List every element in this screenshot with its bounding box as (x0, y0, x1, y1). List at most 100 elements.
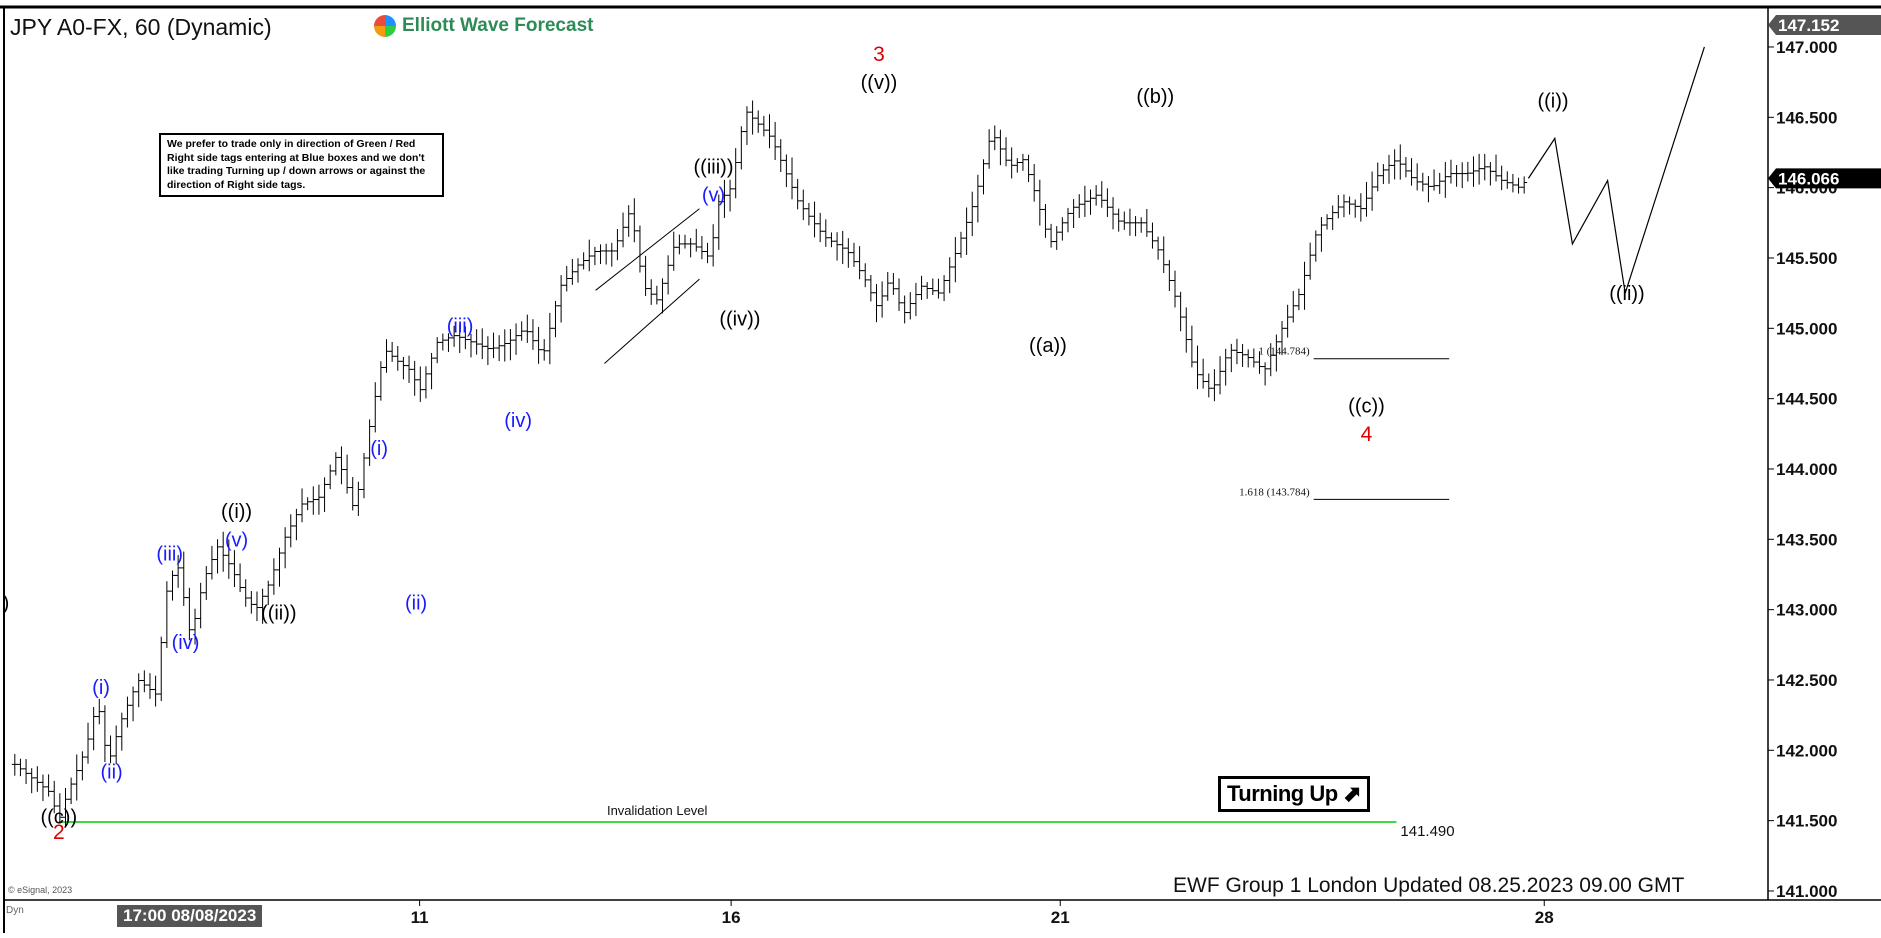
price-bar (73, 754, 80, 801)
price-bar (1064, 207, 1071, 233)
price-bar (118, 712, 125, 751)
price-bar (1188, 325, 1195, 368)
price-bar (287, 514, 294, 548)
price-bar (501, 329, 508, 362)
price-bar (321, 477, 328, 512)
price-bar (1222, 348, 1229, 386)
price-bar (394, 346, 401, 371)
price-bar (1318, 217, 1325, 252)
price-bar (231, 550, 238, 587)
price-bar (974, 174, 981, 223)
price-bar (467, 333, 474, 358)
price-bar (1352, 199, 1359, 218)
price-bar (1025, 154, 1032, 183)
wave-label: (iii) (156, 543, 183, 565)
copyright-text: © eSignal, 2023 (8, 885, 73, 895)
dyn-label: Dyn (6, 905, 24, 916)
price-bar (1459, 162, 1466, 189)
price-bar (338, 446, 345, 485)
price-bar (299, 488, 306, 523)
price-bar (957, 231, 964, 258)
price-bar (636, 225, 643, 273)
price-bar (473, 329, 480, 355)
price-bar (1048, 223, 1055, 248)
price-bar (96, 698, 103, 725)
price-bar (113, 725, 120, 765)
wave-label: ((ii)) (1609, 283, 1645, 305)
wave-label: ((c)) (1348, 396, 1385, 418)
date-flag: 17:00 08/08/2023 (117, 905, 263, 927)
price-bar (1093, 185, 1100, 206)
projection-path (1527, 46, 1705, 294)
wave-label: ((iv)) (719, 308, 760, 330)
price-bar (1256, 351, 1263, 374)
price-bar (580, 252, 587, 270)
price-bar (800, 189, 807, 221)
y-tick-label: 143.000 (1776, 601, 1837, 620)
fib-label: 1.618 (143.784) (1239, 486, 1310, 498)
y-tick-label: 141.500 (1776, 812, 1837, 831)
price-bar (834, 232, 841, 261)
price-bar (315, 484, 322, 515)
price-bar (1031, 164, 1038, 202)
price-bar (828, 232, 835, 248)
price-bar (670, 231, 677, 271)
price-bar (1509, 173, 1516, 193)
price-bar (175, 555, 182, 588)
price-bar (1217, 356, 1224, 395)
price-bar (1245, 349, 1252, 368)
price-bar (693, 228, 700, 252)
price-bar (332, 452, 339, 476)
price-bar (152, 675, 159, 707)
price-bar (749, 100, 756, 135)
top-price-tag-label: 147.152 (1778, 16, 1839, 35)
price-bar (710, 224, 717, 267)
price-bar (552, 300, 559, 338)
price-bar (186, 587, 193, 641)
y-tick-label: 145.000 (1776, 319, 1837, 338)
price-bar (253, 591, 260, 622)
price-bar (23, 759, 30, 785)
price-bar (884, 272, 891, 301)
price-bar (676, 234, 683, 255)
price-bar (417, 366, 424, 402)
price-bar (879, 281, 886, 318)
price-bar (743, 106, 750, 145)
wave-label: (iv) (172, 632, 200, 654)
price-bar (85, 722, 92, 764)
price-bar (163, 581, 170, 648)
price-bar (777, 139, 784, 172)
price-bar (28, 768, 35, 794)
symbol-title: JPY A0-FX, 60 (Dynamic) (10, 14, 272, 40)
brand-name: Elliott Wave Forecast (402, 15, 594, 36)
channel-line (595, 208, 700, 291)
price-bar (597, 244, 604, 265)
price-bar (850, 242, 857, 267)
globe-icon (374, 15, 396, 37)
price-bar (783, 154, 790, 188)
y-tick-label: 141.000 (1776, 882, 1837, 901)
price-bar (1059, 217, 1066, 241)
price-bar (1160, 236, 1167, 273)
turning-up-badge: Turning Up ⬈ (1218, 776, 1371, 812)
price-bar (1453, 164, 1460, 187)
brand-logo: Elliott Wave Forecast (374, 15, 593, 37)
price-bar (591, 246, 598, 266)
price-bar (68, 777, 75, 805)
price-bar (715, 194, 722, 250)
price-bar (789, 157, 796, 200)
wave-label: (i) (370, 438, 388, 460)
price-bar (1374, 162, 1381, 192)
price-bar (569, 258, 576, 285)
price-bar (79, 751, 86, 781)
price-bar (90, 707, 97, 751)
price-bar (1301, 261, 1308, 310)
price-bar (310, 486, 317, 515)
price-bar (456, 324, 463, 354)
x-tick-label: 21 (1051, 908, 1070, 927)
price-bar (1267, 343, 1274, 377)
price-bar (225, 539, 232, 579)
price-bar (1447, 159, 1454, 184)
wave-label: ((v)) (861, 72, 898, 94)
